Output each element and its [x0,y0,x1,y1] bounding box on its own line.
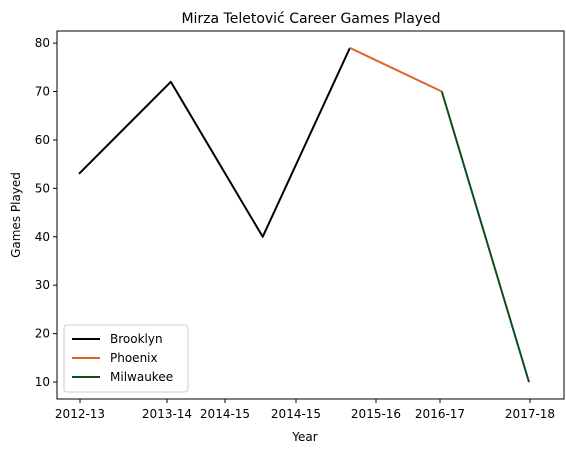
x-tick-label: 2014-15 [271,407,321,421]
y-tick-label: 40 [35,230,50,244]
series-line-phoenix [350,48,442,92]
x-tick-label: 2014-15 [200,407,250,421]
y-axis-title: Games Played [9,172,23,258]
x-tick-label: 2016-17 [415,407,465,421]
x-tick-label: 2015-16 [351,407,401,421]
legend-label-brooklyn: Brooklyn [110,332,163,346]
x-tick-label: 2012-13 [55,407,105,421]
y-tick-label: 20 [35,327,50,341]
x-tick-label: 2017-18 [505,407,555,421]
legend-label-milwaukee: Milwaukee [110,370,173,384]
y-tick-label: 10 [35,375,50,389]
x-axis-title: Year [291,430,317,444]
y-axis: 10 20 30 40 50 60 70 80 [35,36,57,389]
y-tick-label: 80 [35,36,50,50]
legend: Brooklyn Phoenix Milwaukee [64,325,188,392]
legend-label-phoenix: Phoenix [110,351,158,365]
y-tick-label: 70 [35,85,50,99]
x-tick-label: 2013-14 [142,407,192,421]
y-tick-label: 30 [35,278,50,292]
chart-title: Mirza Teletović Career Games Played [181,11,440,27]
y-tick-label: 60 [35,133,50,147]
series-line-milwaukee [442,92,529,383]
y-tick-label: 50 [35,181,50,195]
series-line-brooklyn [79,48,350,237]
x-axis: 2012-13 2013-14 2014-15 2014-15 2015-16 2016-… [55,399,555,421]
